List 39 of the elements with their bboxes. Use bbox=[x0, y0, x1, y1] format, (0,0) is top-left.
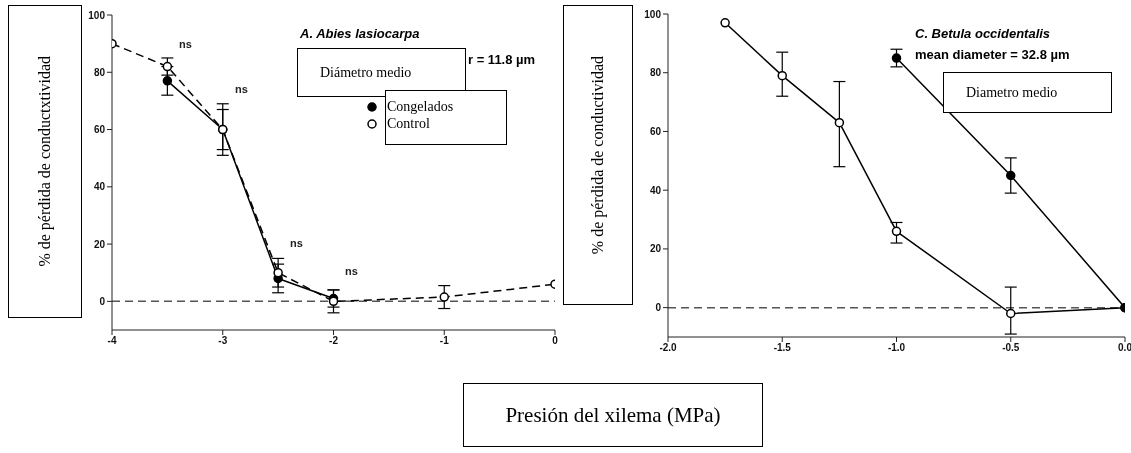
x-tick-label: 0 bbox=[552, 335, 559, 347]
x-tick-label: -2.0 bbox=[659, 342, 678, 354]
label-box: Diametro medio bbox=[943, 72, 1112, 113]
y-tick-label: 0 bbox=[655, 302, 662, 314]
annotation: ns bbox=[235, 83, 248, 95]
label-box: % de pérdida de conductividad bbox=[563, 5, 633, 305]
y-tick-label: 40 bbox=[93, 181, 106, 193]
annotation: ns bbox=[345, 265, 358, 277]
text: mean diameter = 32.8 µm bbox=[915, 47, 1070, 62]
y-tick-label: 20 bbox=[649, 243, 662, 255]
text: r = 11.8 µm bbox=[468, 52, 536, 67]
x-tick-label: -1 bbox=[439, 335, 450, 347]
y-tick-label: 100 bbox=[644, 8, 662, 20]
x-tick-label: 0.0 bbox=[1118, 342, 1131, 354]
x-tick-label: -1.5 bbox=[773, 342, 792, 354]
y-axis-title: % de pérdida de conductividad bbox=[589, 55, 607, 255]
text: C. Betula occidentalis bbox=[915, 26, 1051, 41]
y-tick-label: 0 bbox=[99, 295, 106, 307]
label-box: % de pérdida de conductxtividad bbox=[8, 5, 82, 318]
x-tick-label: -0.5 bbox=[1002, 342, 1020, 354]
y-tick-label: 80 bbox=[93, 66, 106, 78]
legend-label: Congelados bbox=[387, 98, 454, 115]
y-tick-label: 60 bbox=[93, 124, 106, 136]
x-tick-label: -2 bbox=[329, 335, 339, 347]
annotation: ns bbox=[290, 237, 303, 249]
legend-label: Control bbox=[387, 115, 430, 132]
label-box: Diámetro medio bbox=[297, 48, 466, 97]
y-tick-label: 100 bbox=[88, 9, 106, 21]
x-tick-label: -4 bbox=[107, 335, 117, 347]
y-tick-label: 20 bbox=[93, 238, 106, 250]
y-tick-label: 60 bbox=[649, 126, 662, 137]
y-axis-title: % de pérdida de conductxtividad bbox=[36, 56, 54, 267]
y-tick-label: 40 bbox=[649, 184, 662, 196]
x-tick-label: -3 bbox=[218, 335, 228, 347]
text: A. Abies lasiocarpa bbox=[300, 26, 420, 41]
x-tick-label: -1.0 bbox=[887, 342, 906, 354]
label-box: Presión del xilema (MPa) bbox=[463, 383, 763, 447]
y-tick-label: 80 bbox=[649, 67, 662, 79]
annotation: ns bbox=[179, 38, 192, 50]
